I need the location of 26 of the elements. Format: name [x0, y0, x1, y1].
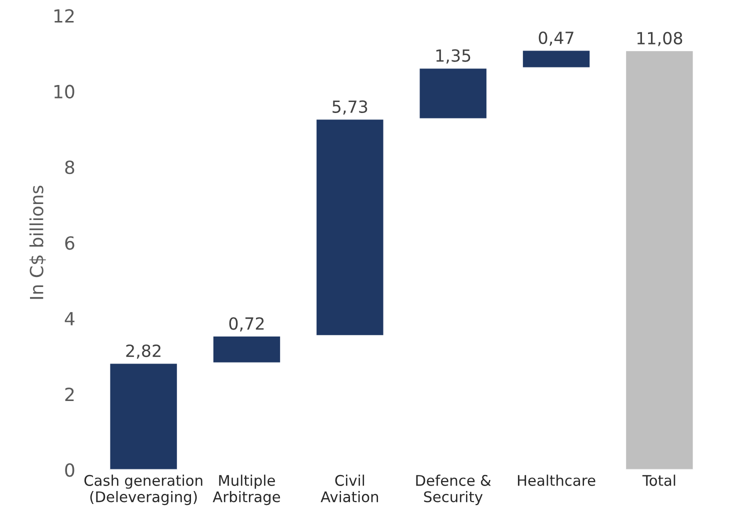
bar [522, 49, 592, 69]
x-tick-label: Civil Aviation [320, 474, 378, 502]
x-tick-label: Defence & Security [416, 474, 491, 506]
data-label: 0,72 [229, 317, 264, 332]
y-tick-label: 12 [54, 9, 74, 23]
y-tick-label: 0 [65, 463, 74, 477]
y-tick-label: 2 [65, 388, 74, 401]
x-tick-label: Cash generation (Deleveraging) [84, 474, 202, 506]
data-label: 1,35 [436, 49, 470, 64]
y-axis-title: In C$ billions [29, 186, 46, 299]
data-label: 11,08 [637, 32, 682, 46]
y-tick-label: 4 [64, 312, 74, 326]
y-tick-label: 10 [54, 84, 74, 98]
x-tick-label: Total [642, 474, 676, 486]
data-label: 0,47 [538, 31, 574, 46]
y-tick-label: 6 [65, 236, 74, 250]
y-tick-label: 8 [65, 160, 74, 174]
bar [315, 118, 385, 337]
x-tick-label: Multiple Arbitrage [212, 474, 280, 506]
data-label: 5,73 [332, 100, 368, 115]
data-label: 2,82 [126, 344, 160, 359]
bar [624, 50, 694, 470]
bar [418, 67, 488, 120]
x-tick-label: Healthcare [518, 474, 596, 486]
bar [212, 335, 282, 364]
bar [108, 362, 178, 470]
